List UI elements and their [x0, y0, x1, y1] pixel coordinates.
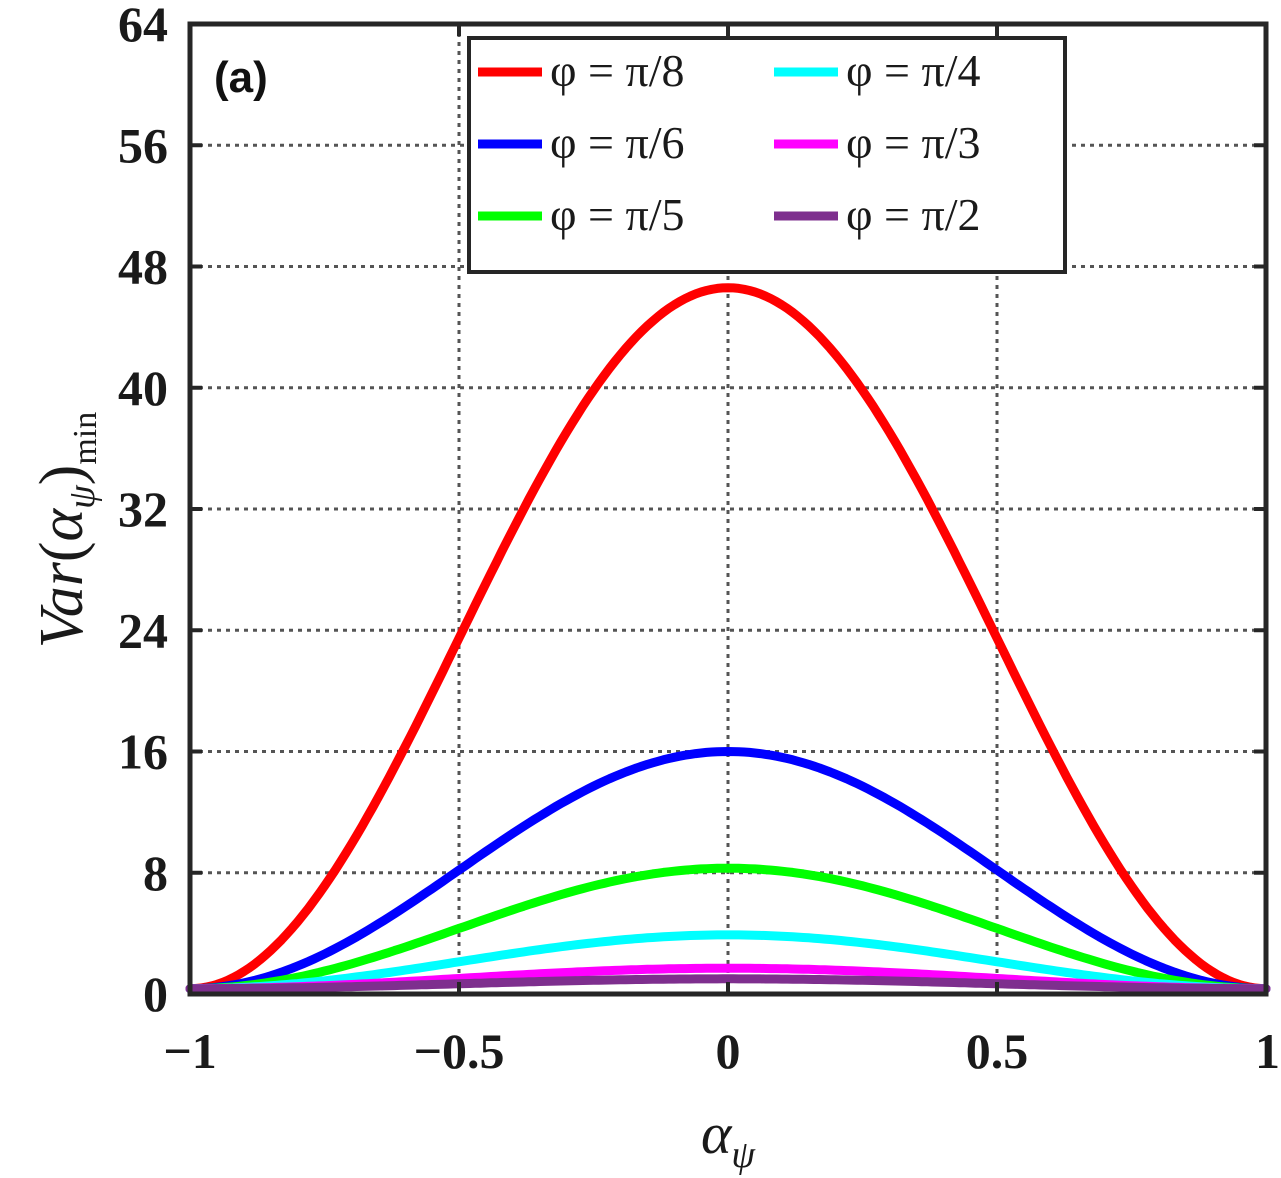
panel-label: (a): [214, 53, 268, 102]
series-line-5: [185, 863, 1271, 994]
y-tick-label: 8: [143, 845, 168, 901]
legend-label-5: φ = π/5: [550, 189, 685, 240]
legend-label-3: φ = π/3: [846, 117, 981, 168]
series-lines: [185, 283, 1271, 994]
y-tick-label: 48: [118, 239, 168, 295]
legend: φ = π/8 φ = π/6 φ = π/5 φ = π/4 φ = π/3 φ = π…: [467, 36, 1067, 274]
y-tick-labels: 0 8 16 24 32 40 48 56 64: [118, 0, 168, 1022]
tick-marks: [188, 22, 1268, 996]
y-axis-label: Var(αψ)min: [28, 412, 104, 649]
legend-label-2: φ = π/2: [846, 189, 981, 240]
series-line-6: [185, 747, 1271, 994]
x-tick-label: 0: [716, 1023, 741, 1079]
series-line-8: [185, 283, 1271, 994]
legend-label-6: φ = π/6: [550, 117, 685, 168]
x-tick-label: −1: [163, 1023, 217, 1079]
x-tick-label: −0.5: [414, 1023, 505, 1079]
y-tick-label: 16: [118, 724, 168, 780]
x-axis-label: αψ: [701, 1101, 756, 1176]
y-tick-label: 40: [118, 360, 168, 416]
series-line-4: [185, 930, 1271, 994]
y-tick-label: 24: [118, 602, 168, 658]
y-tick-label: 56: [118, 117, 168, 173]
x-tick-labels: −1 −0.5 0 0.5 1: [163, 1023, 1280, 1079]
y-tick-label: 0: [143, 966, 168, 1022]
legend-label-8: φ = π/8: [550, 45, 685, 96]
x-tick-label: 1: [1255, 1023, 1280, 1079]
x-tick-label: 0.5: [966, 1023, 1029, 1079]
legend-label-4: φ = π/4: [846, 45, 981, 96]
y-tick-label: 64: [118, 0, 168, 52]
y-tick-label: 32: [118, 481, 168, 537]
legend-items: φ = π/8 φ = π/6 φ = π/5 φ = π/4 φ = π/3 φ = π…: [478, 45, 981, 240]
series-line-2: [185, 974, 1271, 994]
legend-box: [467, 36, 1067, 274]
